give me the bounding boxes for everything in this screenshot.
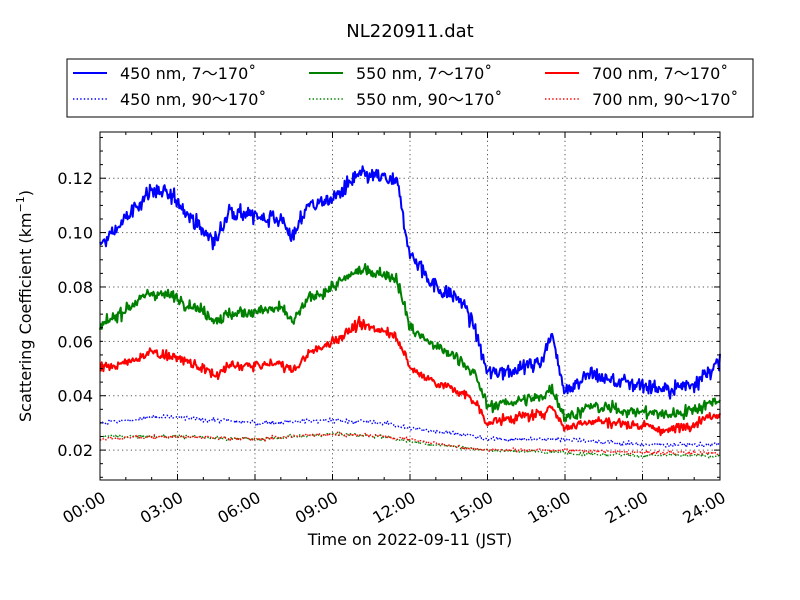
y-tick-label: 0.08	[57, 278, 93, 297]
series-line-2	[99, 315, 721, 437]
grid	[100, 132, 720, 480]
legend-label: 450 nm, 90～170˚	[120, 90, 266, 109]
legend-frame	[66, 58, 754, 118]
x-tick-label: 15:00	[447, 488, 496, 528]
series-line-0	[99, 165, 721, 400]
y-axis-label-text: Scattering Coefficient (km	[16, 212, 35, 422]
x-tick-label: 24:00	[679, 488, 728, 528]
y-axis-label-close: )	[16, 190, 35, 196]
y-tick-label: 0.12	[57, 169, 93, 188]
series-line-3	[99, 414, 721, 449]
series-line-1	[99, 263, 721, 422]
y-tick-label: 0.06	[57, 332, 93, 351]
x-tick-label: 18:00	[524, 488, 573, 528]
x-axis-label: Time on 2022-09-11 (JST)	[307, 530, 512, 549]
legend: 450 nm, 7～170˚ 550 nm, 7～170˚ 700 nm, 7～17…	[66, 58, 754, 118]
plot-series	[99, 165, 721, 459]
x-tick-label: 06:00	[214, 488, 263, 528]
legend-label: 550 nm, 7～170˚	[356, 64, 492, 83]
series-line-4	[99, 431, 721, 459]
y-axis-label-superscript: −1	[14, 196, 27, 212]
y-tick-label: 0.02	[57, 441, 93, 460]
x-tick-label: 03:00	[137, 488, 186, 528]
x-tick-label: 09:00	[292, 488, 341, 528]
legend-label: 450 nm, 7～170˚	[120, 64, 256, 83]
y-tick-label: 0.10	[57, 224, 93, 243]
legend-label: 550 nm, 90～170˚	[356, 90, 502, 109]
legend-label: 700 nm, 7～170˚	[592, 64, 728, 83]
y-tick-label: 0.04	[57, 387, 93, 406]
x-tick-label: 00:00	[59, 488, 108, 528]
x-tick-label: 12:00	[369, 488, 418, 528]
legend-label: 700 nm, 90～170˚	[592, 90, 738, 109]
x-tick-label: 21:00	[602, 488, 651, 528]
y-axis-label: Scattering Coefficient (km−1)	[14, 190, 35, 422]
chart-title: NL220911.dat	[346, 21, 473, 42]
